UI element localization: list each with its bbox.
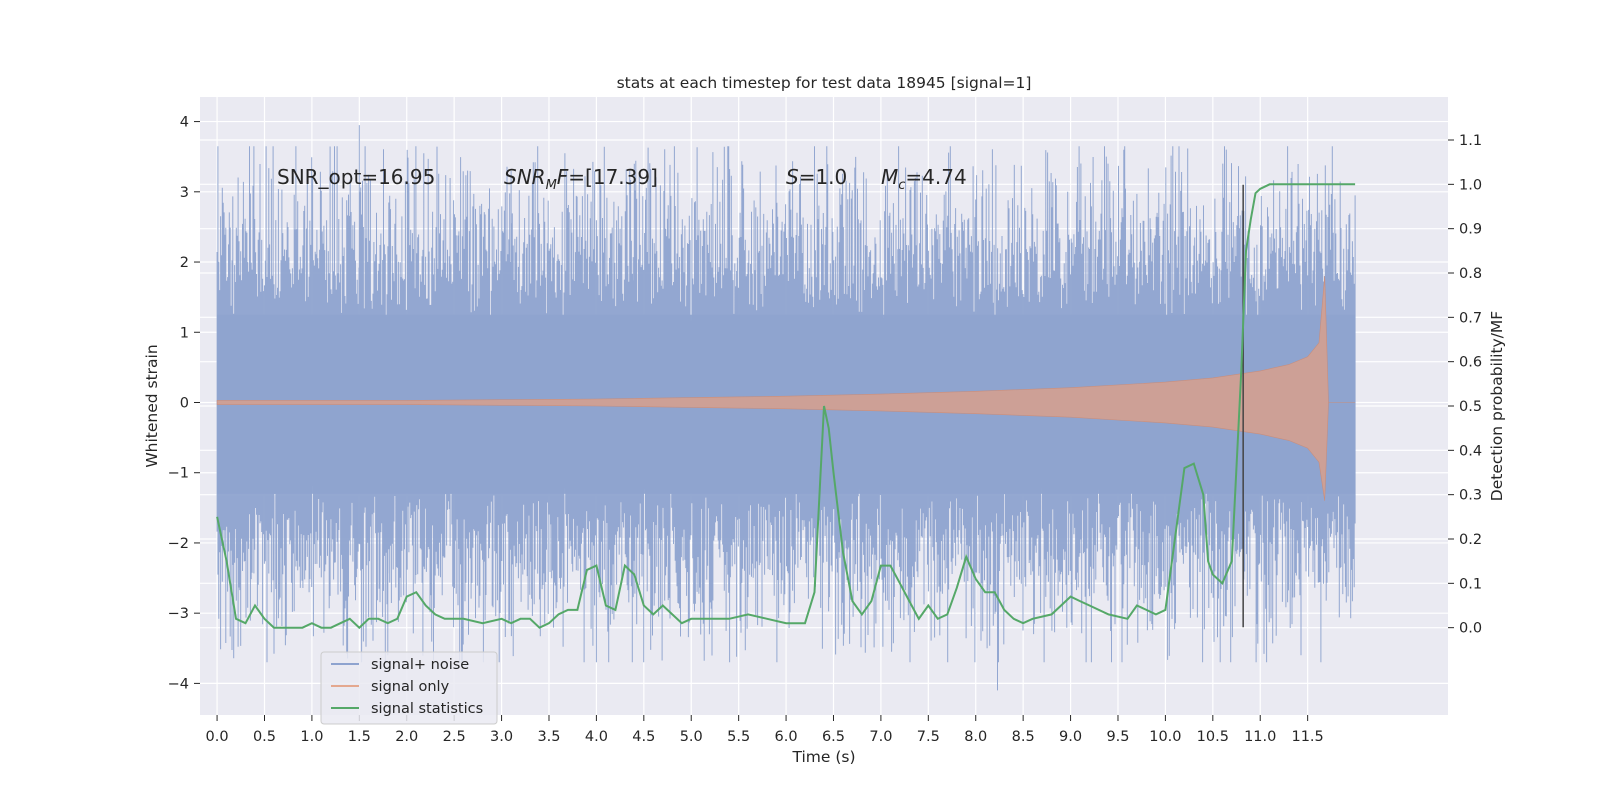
y-left-tick-label: −1: [168, 466, 189, 482]
y-left-axis-label: Whitened strain: [143, 344, 161, 467]
x-tick-label: 1.5: [348, 729, 371, 745]
x-tick-label: 11.0: [1244, 729, 1276, 745]
y-right-tick-label: 0.7: [1459, 310, 1482, 326]
y-right-tick-label: 1.1: [1459, 133, 1482, 149]
legend: signal+ noise signal only signal statist…: [320, 651, 498, 725]
x-tick-label: 5.0: [680, 729, 703, 745]
x-tick-label: 1.0: [300, 729, 323, 745]
annotation-s: S=1.0: [786, 165, 847, 189]
y-left-tick-label: 3: [180, 185, 189, 201]
y-right-tick-label: 0.2: [1459, 532, 1482, 548]
y-right-tick-label: 0.6: [1459, 355, 1482, 371]
x-tick-label: 6.5: [822, 729, 845, 745]
chart-title: stats at each timestep for test data 189…: [617, 74, 1032, 92]
x-tick-label: 3.5: [537, 729, 560, 745]
legend-label-stats: signal statistics: [371, 701, 483, 717]
y-left-tick-label: 0: [180, 395, 189, 411]
y-right-tick-label: 0.0: [1459, 621, 1482, 637]
y-left-tick-label: −3: [168, 606, 189, 622]
x-tick-label: 8.5: [1012, 729, 1035, 745]
legend-label-signal: signal only: [371, 679, 450, 695]
x-tick-label: 0.5: [253, 729, 276, 745]
x-tick-label: 4.5: [632, 729, 655, 745]
y-right-axis-label: Detection probability/MF: [1488, 311, 1506, 502]
x-tick-label: 3.0: [490, 729, 513, 745]
y-right-tick-label: 0.3: [1459, 488, 1482, 504]
y-left-tick-label: −2: [168, 536, 189, 552]
y-right-axis-ticks: 0.0 0.1 0.2 0.3 0.4 0.5 0.6 0.7 0.8 0.9 1.0 1.1: [1448, 133, 1482, 637]
annotation-snr-opt: SNR_opt=16.95: [277, 165, 435, 189]
x-tick-label: 10.0: [1149, 729, 1181, 745]
y-left-tick-label: 2: [180, 255, 189, 271]
legend-box: [320, 651, 498, 725]
x-axis-ticks: 0.0 0.5 1.0 1.5 2.0 2.5 3.0 3.5 4.0 4.5 5.0 5.5 6.0 6…: [206, 715, 1324, 745]
y-right-tick-label: 0.4: [1459, 443, 1482, 459]
x-tick-label: 11.5: [1291, 729, 1323, 745]
x-tick-label: 6.0: [775, 729, 798, 745]
signal-only-series: [216, 276, 1356, 501]
legend-label-noise: signal+ noise: [371, 657, 469, 673]
y-right-tick-label: 0.5: [1459, 399, 1482, 415]
y-left-tick-label: 4: [180, 115, 189, 131]
x-tick-label: 2.0: [395, 729, 418, 745]
annotation-mc: Mc=4.74: [881, 165, 967, 193]
x-tick-label: 8.0: [964, 729, 987, 745]
x-tick-label: 9.0: [1059, 729, 1082, 745]
annotation-snr-mf: SNRMF=[17.39]: [504, 165, 658, 193]
x-tick-label: 9.5: [1106, 729, 1129, 745]
signal-statistics-series: [216, 183, 1356, 630]
noise-bars: [216, 125, 1356, 691]
y-left-tick-label: 1: [180, 325, 189, 341]
x-tick-label: 4.0: [585, 729, 608, 745]
x-tick-label: 7.0: [869, 729, 892, 745]
y-right-tick-label: 0.1: [1459, 576, 1482, 592]
y-right-tick-label: 0.9: [1459, 222, 1482, 238]
y-right-tick-label: 1.0: [1459, 177, 1482, 193]
x-axis-label: Time (s): [791, 748, 855, 766]
y-left-axis-ticks: −4 −3 −2 −1 0 1 2 3 4: [168, 115, 200, 692]
x-tick-label: 2.5: [443, 729, 466, 745]
y-left-tick-label: −4: [168, 676, 189, 692]
x-tick-label: 5.5: [727, 729, 750, 745]
x-tick-label: 10.5: [1197, 729, 1229, 745]
x-tick-label: 7.5: [917, 729, 940, 745]
x-tick-label: 0.0: [206, 729, 229, 745]
y-right-tick-label: 0.8: [1459, 266, 1482, 282]
